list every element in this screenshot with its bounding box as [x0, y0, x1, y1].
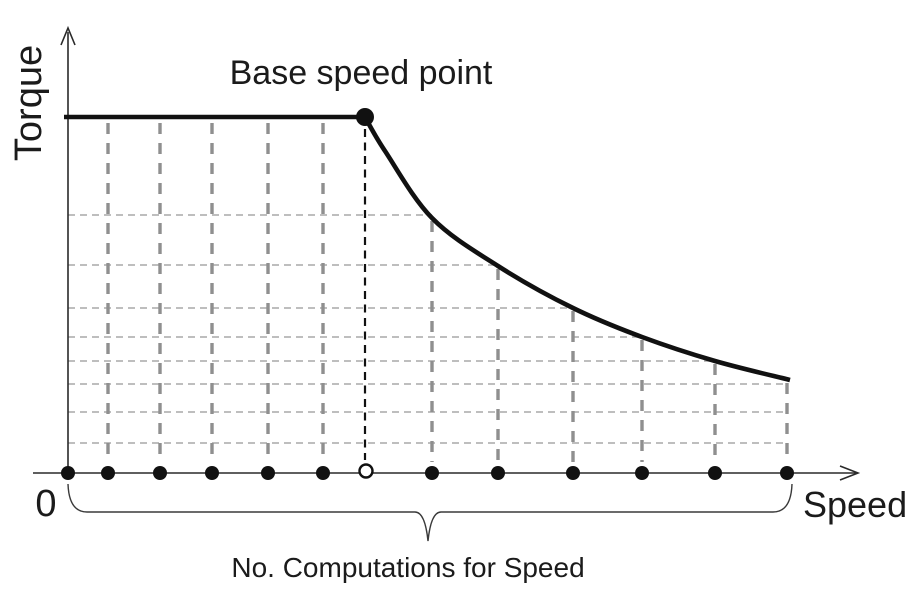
speed-sample-dot [491, 466, 505, 480]
speed-sample-dots [61, 108, 794, 480]
speed-sample-dot [566, 466, 580, 480]
speed-sample-dot [780, 466, 794, 480]
speed-sample-dot [316, 466, 330, 480]
base-speed-open-dot [358, 463, 374, 479]
brace-path [67, 483, 793, 542]
annotation-base-speed-point: Base speed point [230, 54, 493, 92]
vertical-guides [106, 123, 789, 462]
speed-sample-dot [61, 466, 75, 480]
speed-sample-dot [153, 466, 167, 480]
speed-sample-dot [261, 466, 275, 480]
x-axis-label: Speed [803, 484, 907, 525]
y-axis-label: Torque [8, 45, 50, 161]
speed-sample-dot [708, 466, 722, 480]
torque-curve-path [64, 114, 791, 383]
speed-sample-dot [205, 466, 219, 480]
x-axis-arrow-icon [839, 465, 861, 481]
origin-label: 0 [35, 483, 56, 525]
brace-label: No. Computations for Speed [231, 552, 584, 583]
speed-sample-dot [635, 466, 649, 480]
base-speed-point-dot [356, 108, 374, 126]
speed-sample-dot [425, 466, 439, 480]
speed-range-brace [67, 483, 793, 542]
speed-sample-dot [101, 466, 115, 480]
torque-speed-curve [64, 114, 791, 383]
horizontal-guides [68, 214, 787, 444]
y-axis-arrow-icon [60, 25, 76, 46]
